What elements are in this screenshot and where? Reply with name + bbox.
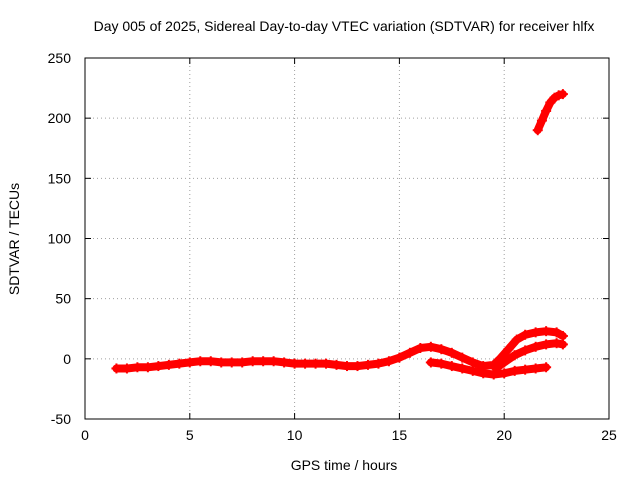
data-series [532, 89, 568, 136]
data-point [132, 362, 143, 373]
data-point [195, 356, 206, 367]
data-point [394, 352, 405, 363]
x-tick-label: 0 [81, 427, 89, 443]
data-point [383, 356, 394, 367]
data-point [551, 327, 562, 338]
data-point [425, 341, 436, 352]
x-tick-label: 25 [601, 427, 617, 443]
data-point [499, 357, 510, 368]
x-tick-label: 5 [186, 427, 194, 443]
data-point [446, 361, 457, 372]
data-point [352, 361, 363, 372]
data-point [499, 368, 510, 379]
data-point [503, 344, 514, 355]
data-point [111, 363, 122, 374]
data-point [446, 347, 457, 358]
data-point [541, 105, 552, 116]
data-point [541, 362, 552, 373]
data-point [530, 341, 541, 352]
data-point [511, 334, 522, 345]
data-point [541, 326, 552, 337]
data-point [425, 357, 436, 368]
data-point [321, 358, 332, 369]
data-point [163, 359, 174, 370]
data-point [237, 357, 248, 368]
data-point [478, 368, 489, 379]
data-point [467, 365, 478, 376]
y-tick-label: 100 [48, 231, 72, 247]
data-point [268, 356, 279, 367]
data-point [530, 363, 541, 374]
data-point [184, 357, 195, 368]
data-point [415, 343, 426, 354]
data-point [121, 363, 132, 374]
data-point [557, 339, 568, 350]
data-point [509, 350, 520, 361]
x-tick-label: 10 [287, 427, 303, 443]
chart-title: Day 005 of 2025, Sidereal Day-to-day VTE… [94, 18, 595, 34]
y-tick-label: 0 [63, 351, 71, 367]
data-point [467, 357, 478, 368]
data-point [404, 347, 415, 358]
data-point [362, 359, 373, 370]
data-point [226, 357, 237, 368]
data-point [457, 363, 468, 374]
data-point [300, 358, 311, 369]
y-axis-label: SDTVAR / TECUs [6, 183, 22, 295]
data-point [216, 357, 227, 368]
y-tick-label: 200 [48, 110, 72, 126]
grid-layer [85, 58, 609, 419]
data-point [436, 358, 447, 369]
data-point [247, 356, 258, 367]
data-point [551, 338, 562, 349]
data-point [457, 352, 468, 363]
data-series [425, 357, 552, 380]
data-point [520, 329, 531, 340]
data-point [490, 363, 501, 374]
y-tick-label: 150 [48, 170, 72, 186]
data-point [541, 339, 552, 350]
x-tick-label: 20 [496, 427, 512, 443]
data-point [310, 358, 321, 369]
data-point [153, 361, 164, 372]
data-point [142, 362, 153, 373]
data-point [174, 358, 185, 369]
y-tick-label: 250 [48, 50, 72, 66]
data-point [436, 344, 447, 355]
data-series [111, 326, 568, 374]
data-point [532, 125, 543, 136]
tick-layer: 0 5 10 15 20 25 -50 0 50 100 150 200 250 [48, 50, 617, 443]
data-point [557, 89, 568, 100]
data-point [205, 356, 216, 367]
data-point [536, 115, 547, 126]
data-series [490, 338, 568, 374]
x-axis-label: GPS time / hours [291, 457, 398, 473]
data-point [530, 327, 541, 338]
x-tick-label: 15 [392, 427, 408, 443]
data-point [557, 330, 568, 341]
data-point [331, 359, 342, 370]
data-point [509, 365, 520, 376]
data-point [520, 364, 531, 375]
data-point [289, 358, 300, 369]
data-point [258, 356, 269, 367]
data-point [373, 358, 384, 369]
data-point [279, 357, 290, 368]
data-layer [111, 89, 568, 380]
data-point [520, 345, 531, 356]
data-point [342, 361, 352, 372]
y-tick-label: 50 [55, 291, 71, 307]
y-tick-label: -50 [51, 411, 71, 427]
